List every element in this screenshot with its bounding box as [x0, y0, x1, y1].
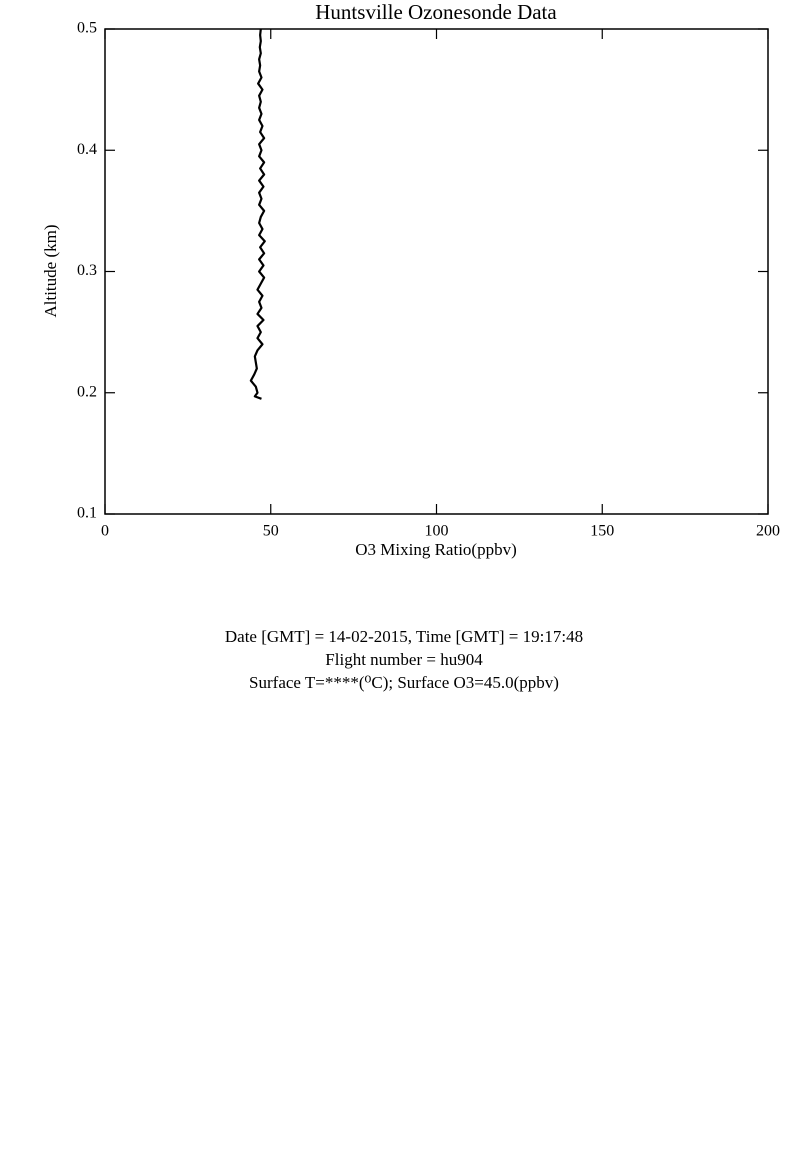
- info-line: Flight number = hu904: [325, 650, 483, 669]
- y-tick-label: 0.5: [77, 20, 97, 37]
- x-tick-label: 150: [590, 523, 614, 540]
- x-axis-label: O3 Mixing Ratio(ppbv): [355, 540, 517, 559]
- y-tick-label: 0.3: [77, 262, 97, 279]
- info-line: Date [GMT] = 14-02-2015, Time [GMT] = 19…: [225, 627, 583, 646]
- x-tick-label: 200: [756, 523, 780, 540]
- x-tick-label: 0: [101, 523, 109, 540]
- info-line: Surface T=****(⁰C); Surface O3=45.0(ppbv…: [249, 673, 559, 692]
- plot-frame: [104, 28, 769, 515]
- y-tick-label: 0.2: [77, 383, 97, 400]
- x-tick-label: 100: [425, 523, 449, 540]
- y-tick-label: 0.1: [77, 505, 97, 522]
- chart-title: Huntsville Ozonesonde Data: [315, 0, 557, 24]
- y-axis-label: Altitude (km): [41, 224, 60, 317]
- y-tick-label: 0.4: [77, 141, 97, 158]
- profile-line: [249, 28, 266, 400]
- x-tick-label: 50: [263, 523, 279, 540]
